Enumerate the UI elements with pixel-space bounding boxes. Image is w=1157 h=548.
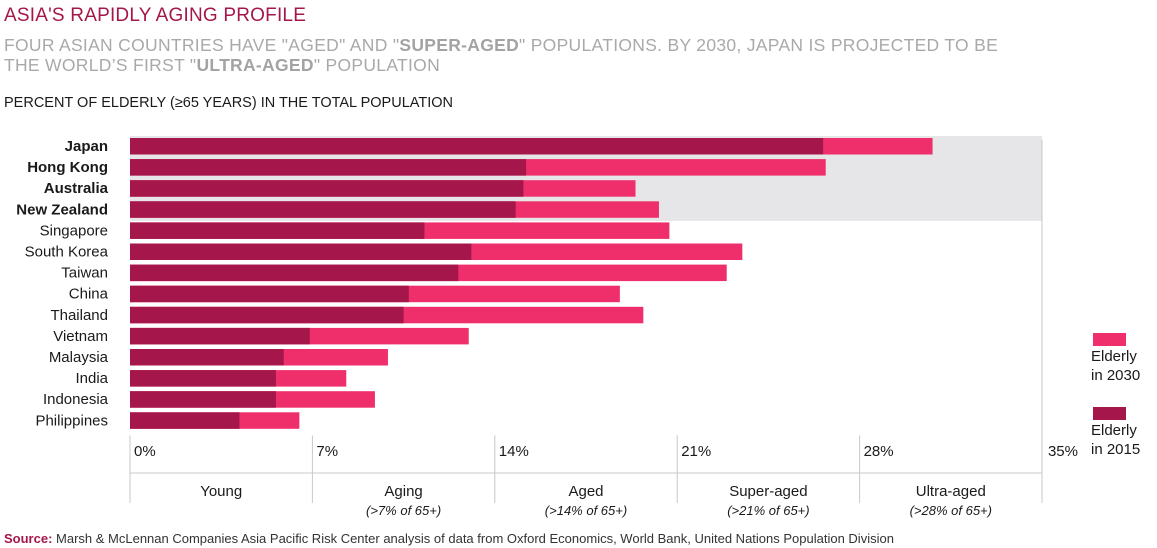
bar-2015-vietnam <box>130 327 310 345</box>
category-label: Hong Kong <box>27 159 108 176</box>
bar-2015-china <box>130 285 409 303</box>
x-tick-label: 35% <box>1048 443 1078 460</box>
source-text: Marsh & McLennan Companies Asia Pacific … <box>52 531 894 546</box>
bar-2015-japan <box>130 138 824 155</box>
category-label: New Zealand <box>16 201 108 218</box>
band-label: Aging <box>384 483 422 500</box>
axis-heading: PERCENT OF ELDERLY (≥65 YEARS) IN THE TO… <box>4 95 453 111</box>
bar-2015-new-zealand <box>130 201 516 218</box>
category-label: Australia <box>44 180 109 197</box>
subtitle-segment: " POPULATIONS. BY 2030, JAPAN IS PROJECT… <box>4 35 999 75</box>
category-label: Taiwan <box>61 265 108 282</box>
x-tick-label: 21% <box>681 443 711 460</box>
source-note: Source: Marsh & McLennan Companies Asia … <box>4 531 894 546</box>
bar-2015-philippines <box>130 412 240 429</box>
chart-subtitle: FOUR ASIAN COUNTRIES HAVE "AGED" AND "SU… <box>4 35 1004 75</box>
bar-2015-singapore <box>130 222 425 239</box>
category-label: Indonesia <box>43 391 109 408</box>
bar-2015-hong-kong <box>130 159 527 176</box>
legend-swatch <box>1093 333 1126 346</box>
subtitle-segment: ULTRA-AGED <box>196 55 314 75</box>
band-label: Aged <box>568 483 603 500</box>
legend-label: in 2015 <box>1091 441 1140 458</box>
category-label: China <box>69 286 109 303</box>
band-note: (>28% of 65+) <box>910 503 992 518</box>
legend-label: in 2030 <box>1091 367 1140 384</box>
bar-2015-south-korea <box>130 243 472 260</box>
subtitle-segment: FOUR ASIAN COUNTRIES HAVE "AGED" AND " <box>4 35 400 55</box>
x-tick-label: 7% <box>316 443 338 460</box>
legend-label: Elderly <box>1091 348 1137 365</box>
source-label: Source: <box>4 531 53 546</box>
category-label: India <box>75 370 108 387</box>
band-note: (>14% of 65+) <box>545 503 627 518</box>
legend-swatch <box>1093 407 1126 420</box>
band-label: Ultra-aged <box>916 483 986 500</box>
bar-2015-india <box>130 370 276 387</box>
band-note: (>7% of 65+) <box>366 503 441 518</box>
x-tick-label: 28% <box>864 443 894 460</box>
subtitle-segment: SUPER-AGED <box>399 35 520 55</box>
category-label: Singapore <box>40 222 108 239</box>
category-label: Vietnam <box>53 328 108 345</box>
band-note: (>21% of 65+) <box>727 503 809 518</box>
chart-title: ASIA'S RAPIDLY AGING PROFILE <box>4 5 307 26</box>
legend-label: Elderly <box>1091 422 1137 439</box>
bar-2015-thailand <box>130 306 404 324</box>
x-tick-label: 14% <box>499 443 529 460</box>
category-label: Philippines <box>35 412 108 429</box>
x-tick-label: 0% <box>134 443 156 460</box>
category-label: Japan <box>65 138 108 155</box>
bar-2015-indonesia <box>130 391 276 408</box>
category-label: Malaysia <box>49 349 109 366</box>
subtitle-segment: " POPULATION <box>313 55 441 75</box>
bar-2015-australia <box>130 180 524 197</box>
category-label: Thailand <box>50 307 108 324</box>
band-label: Young <box>200 483 242 500</box>
category-label: South Korea <box>25 244 109 261</box>
bar-2015-taiwan <box>130 264 459 282</box>
band-label: Super-aged <box>729 483 807 500</box>
bar-2015-malaysia <box>130 349 284 366</box>
